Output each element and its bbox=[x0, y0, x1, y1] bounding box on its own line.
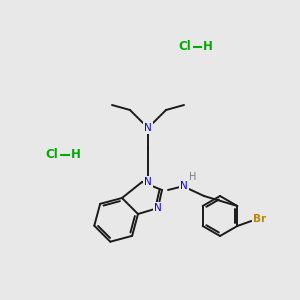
Text: H: H bbox=[189, 172, 197, 182]
Text: N: N bbox=[180, 181, 188, 191]
Text: N: N bbox=[144, 123, 152, 133]
Text: Cl: Cl bbox=[46, 148, 59, 161]
Text: N: N bbox=[144, 177, 152, 187]
Text: Br: Br bbox=[253, 214, 266, 224]
Text: Cl: Cl bbox=[178, 40, 191, 53]
Text: H: H bbox=[203, 40, 213, 53]
Text: H: H bbox=[71, 148, 81, 161]
Text: N: N bbox=[154, 203, 162, 213]
